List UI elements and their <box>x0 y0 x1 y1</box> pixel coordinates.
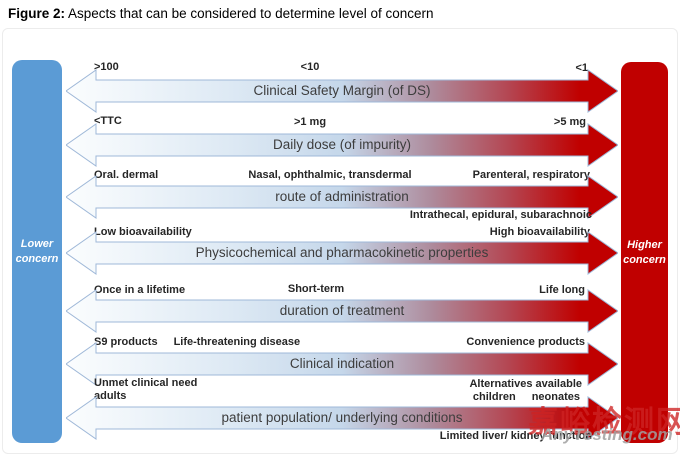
gradient-double-arrow <box>66 175 618 219</box>
pk-left-value: Low bioavailability <box>94 226 192 238</box>
duration-right-value: Life long <box>539 284 585 296</box>
population-right-value-2: neonates <box>531 391 580 403</box>
figure-title-prefix: Figure 2: <box>8 6 66 21</box>
route-arrow-label: route of administration <box>275 189 409 204</box>
gradient-double-arrow <box>66 289 618 333</box>
duration-left-value: Once in a lifetime <box>94 284 186 296</box>
figure-title-text: Aspects that can be considered to determ… <box>65 6 434 21</box>
population-right-value-1: children <box>472 391 516 403</box>
dose-right-value: >5 mg <box>553 116 586 128</box>
figure-frame <box>2 28 678 454</box>
population-right-values: children neonates <box>473 391 580 404</box>
higher-concern-label: Higher concern <box>623 238 666 266</box>
csm-mid-value: <10 <box>300 61 320 73</box>
duration-arrow-label: duration of treatment <box>279 303 405 318</box>
csm-arrow-label: Clinical Safety Margin (of DS) <box>253 83 431 98</box>
dose-mid-value: >1 mg <box>293 116 327 128</box>
route-bottom-right-value: Intrathecal, epidural, subarachnoic <box>409 209 592 221</box>
population-arrow-label: patient population/ underlying condition… <box>221 410 463 425</box>
dose-left-value: <TTC <box>94 115 122 127</box>
gradient-double-arrow <box>66 123 618 167</box>
figure-title: Figure 2: Aspects that can be considered… <box>8 6 433 21</box>
indication-left-values: S9 products Life-threatening disease <box>94 336 300 349</box>
dose-arrow-label: Daily dose (of impurity) <box>272 137 412 152</box>
csm-right-value: <1 <box>575 62 588 74</box>
gradient-double-arrow <box>66 69 618 113</box>
indication-left-value-1: S9 products <box>94 336 158 348</box>
higher-concern-bar: Higher concern <box>621 62 668 443</box>
indication-right-value: Convenience products <box>466 336 585 348</box>
route-right-value: Parenteral, respiratory <box>472 169 590 181</box>
indication-arrow-label: Clinical indication <box>289 356 395 371</box>
lower-concern-bar: Lower concern <box>12 60 62 443</box>
lower-concern-label: Lower concern <box>15 237 59 265</box>
gradient-double-arrow <box>66 396 618 440</box>
duration-mid-value: Short-term <box>287 283 345 295</box>
population-left-value: adults <box>94 390 127 402</box>
csm-left-value: >100 <box>94 61 119 73</box>
watermark-cn: 嘉峪检测网 <box>528 406 680 439</box>
indication-bottom-right-value: Alternatives available <box>469 378 582 390</box>
pk-right-value: High bioavailability <box>489 226 590 238</box>
population-bottom-right-value: Limited liver/ kidney function <box>439 430 592 442</box>
route-left-value: Oral. dermal <box>94 169 159 181</box>
route-mid-value: Nasal, ophthalmic, transdermal <box>248 169 412 181</box>
indication-left-value-2: Life-threatening disease <box>173 336 301 348</box>
pk-arrow-label: Physicochemical and pharmacokinetic prop… <box>195 245 489 260</box>
indication-bottom-left-value: Unmet clinical need <box>94 377 198 389</box>
gradient-double-arrow <box>66 342 618 386</box>
watermark-en: AnyTesting.com <box>541 425 673 444</box>
gradient-double-arrow <box>66 231 618 275</box>
